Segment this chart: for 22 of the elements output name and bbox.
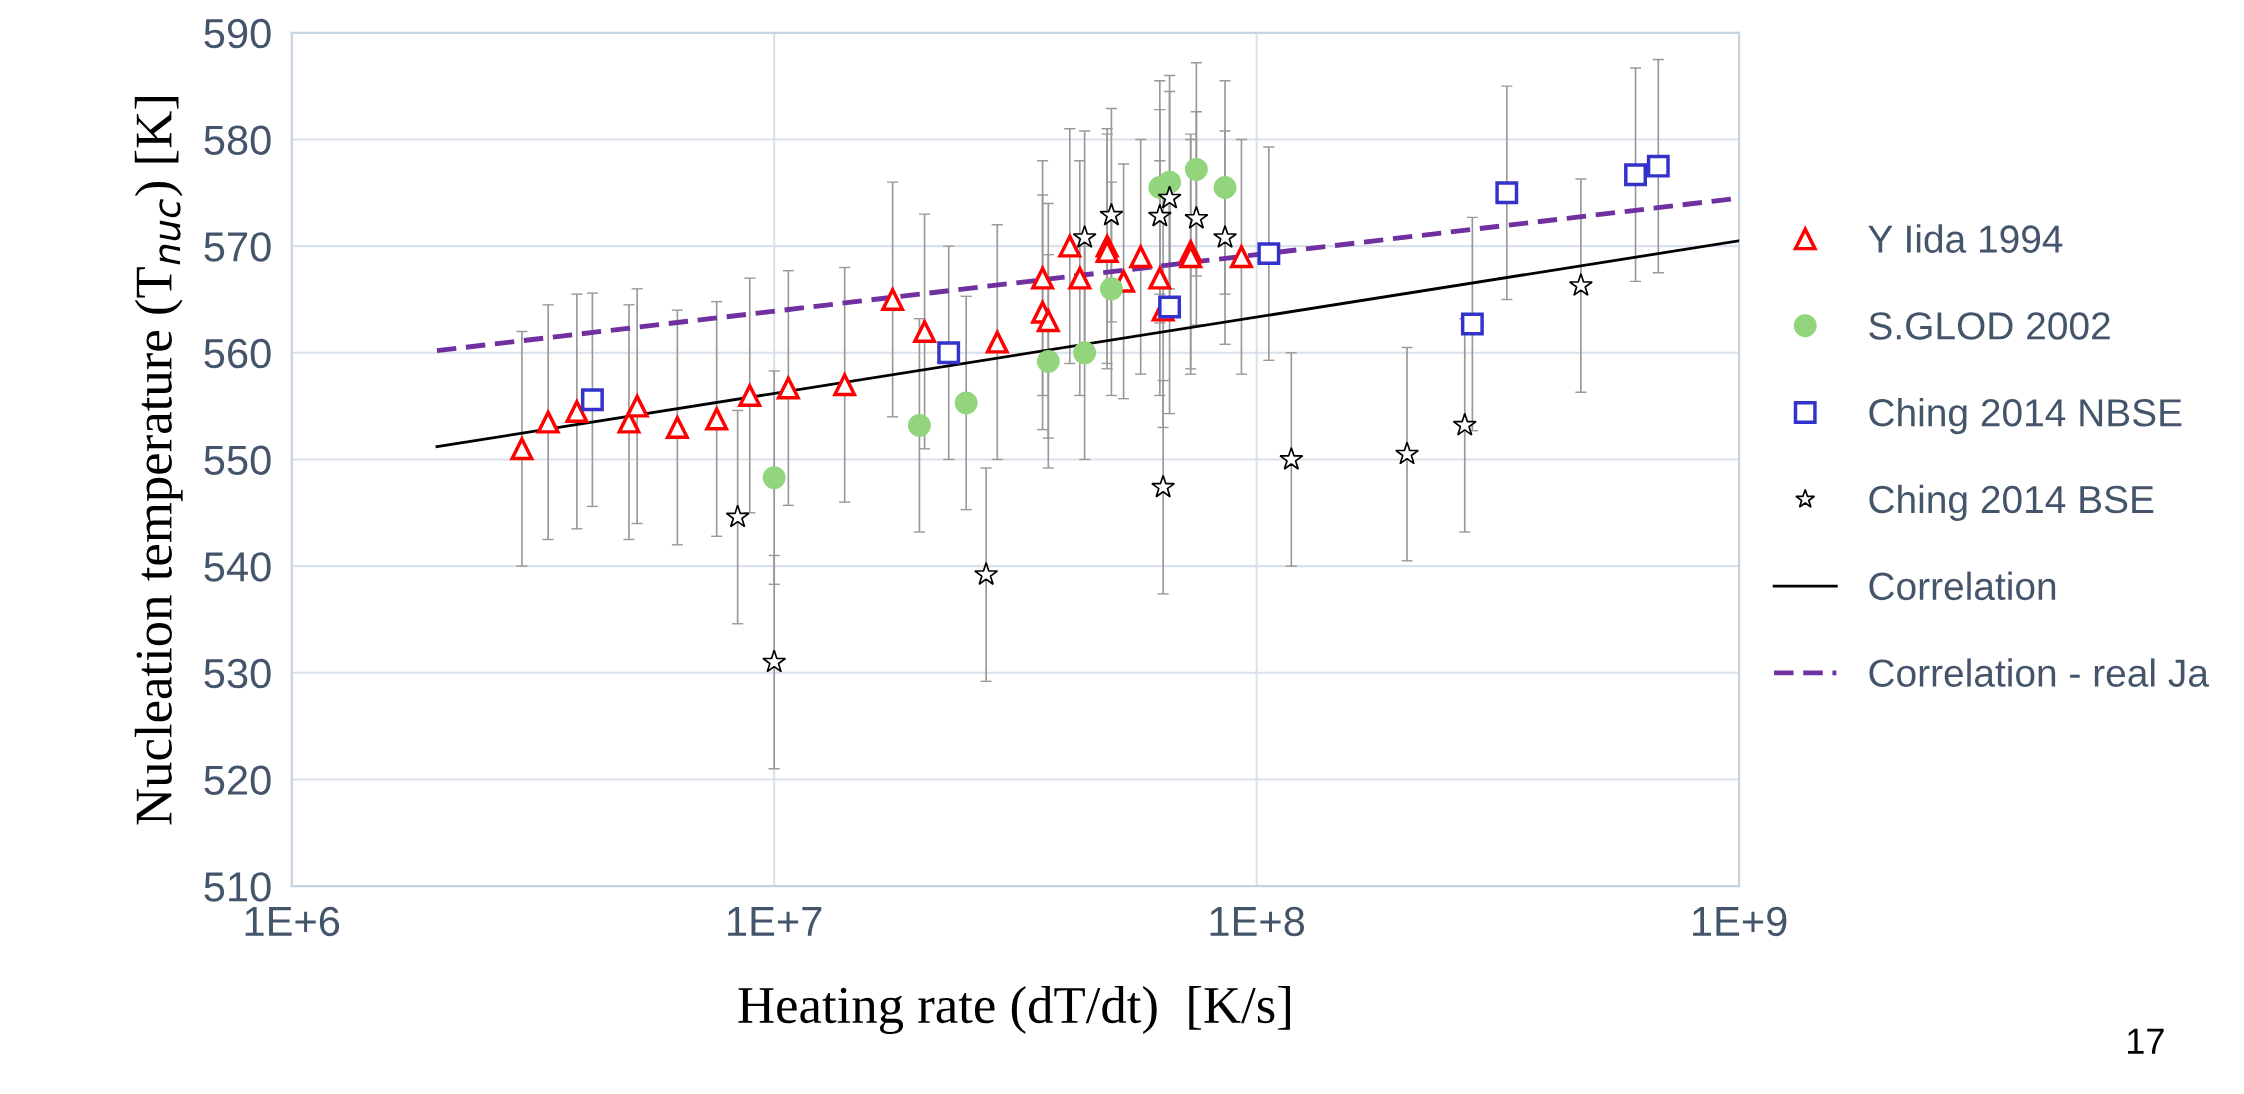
- legend-label: Correlation: [1869, 571, 2056, 601]
- legend-label: S.GLOD 2002: [1869, 312, 2110, 340]
- legend-label: Ching 2014 NBSE: [1869, 397, 2182, 435]
- x-axis-title: Heating rate (dT/dt) [K/s]: [738, 986, 1290, 1035]
- y-tick-label: 560: [204, 338, 271, 369]
- y-tick-label: 530: [204, 658, 271, 689]
- x-tick-label: 1E+8: [1210, 906, 1305, 937]
- y-tick-label: 590: [204, 18, 271, 49]
- y-tick-label: 580: [204, 125, 271, 155]
- y-tick-label: 520: [204, 765, 271, 795]
- legend-label: Correlation - real Ja: [1869, 658, 2209, 687]
- legend-label: Y Iida 1994: [1868, 224, 2063, 253]
- legend-label: Ching 2014 BSE: [1869, 484, 2154, 522]
- y-tick-label: 510: [204, 872, 271, 902]
- text: 17: [2128, 1028, 2164, 1054]
- y-tick-label: 540: [204, 552, 271, 582]
- y-tick-label: 550: [204, 445, 271, 475]
- x-tick-label: 1E+7: [728, 907, 822, 936]
- x-tick-label: 1E+9: [1693, 906, 1787, 937]
- y-tick-label: 570: [204, 232, 271, 262]
- x-tick-label: 1E+6: [245, 906, 340, 937]
- y-axis-title: Nucleation temperature (T$_{nuc}$) [K]: [134, 97, 183, 825]
